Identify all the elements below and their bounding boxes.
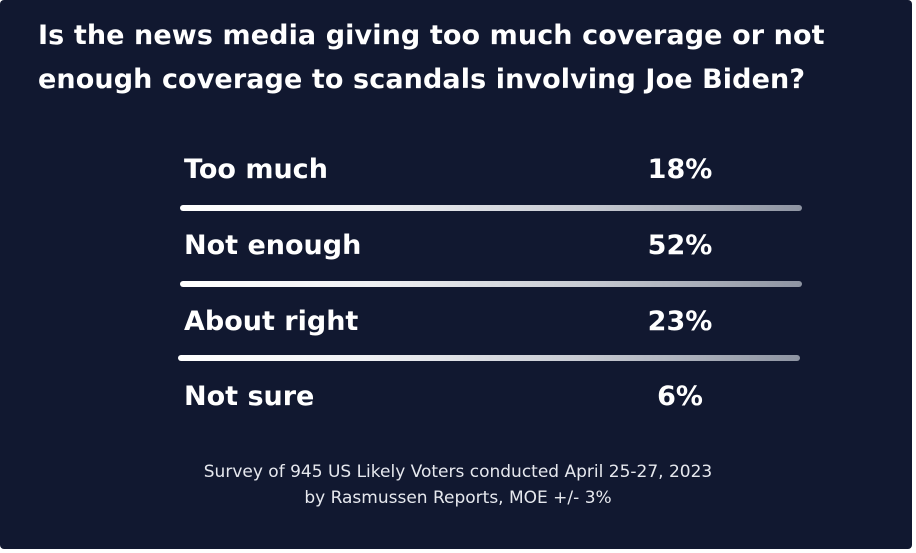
row-label: Not enough (184, 230, 362, 261)
chart-title: Is the news media giving too much covera… (38, 14, 898, 102)
row-label: Too much (184, 154, 328, 185)
row-label: About right (184, 306, 359, 337)
chart-title-line-1: Is the news media giving too much covera… (38, 20, 825, 51)
row-value: 23% (647, 306, 713, 337)
chart-title-line-2: enough coverage to scandals involving Jo… (38, 64, 806, 95)
source-note-line-2: by Rasmussen Reports, MOE +/- 3% (304, 488, 612, 508)
row-divider (180, 281, 802, 287)
row-value: 52% (647, 230, 713, 261)
source-note-line-1: Survey of 945 US Likely Voters conducted… (203, 462, 713, 482)
row-divider (178, 355, 800, 361)
row-value: 18% (647, 154, 713, 185)
row-label: Not sure (184, 381, 315, 412)
row-value: 6% (657, 381, 703, 412)
row-divider (180, 205, 802, 211)
